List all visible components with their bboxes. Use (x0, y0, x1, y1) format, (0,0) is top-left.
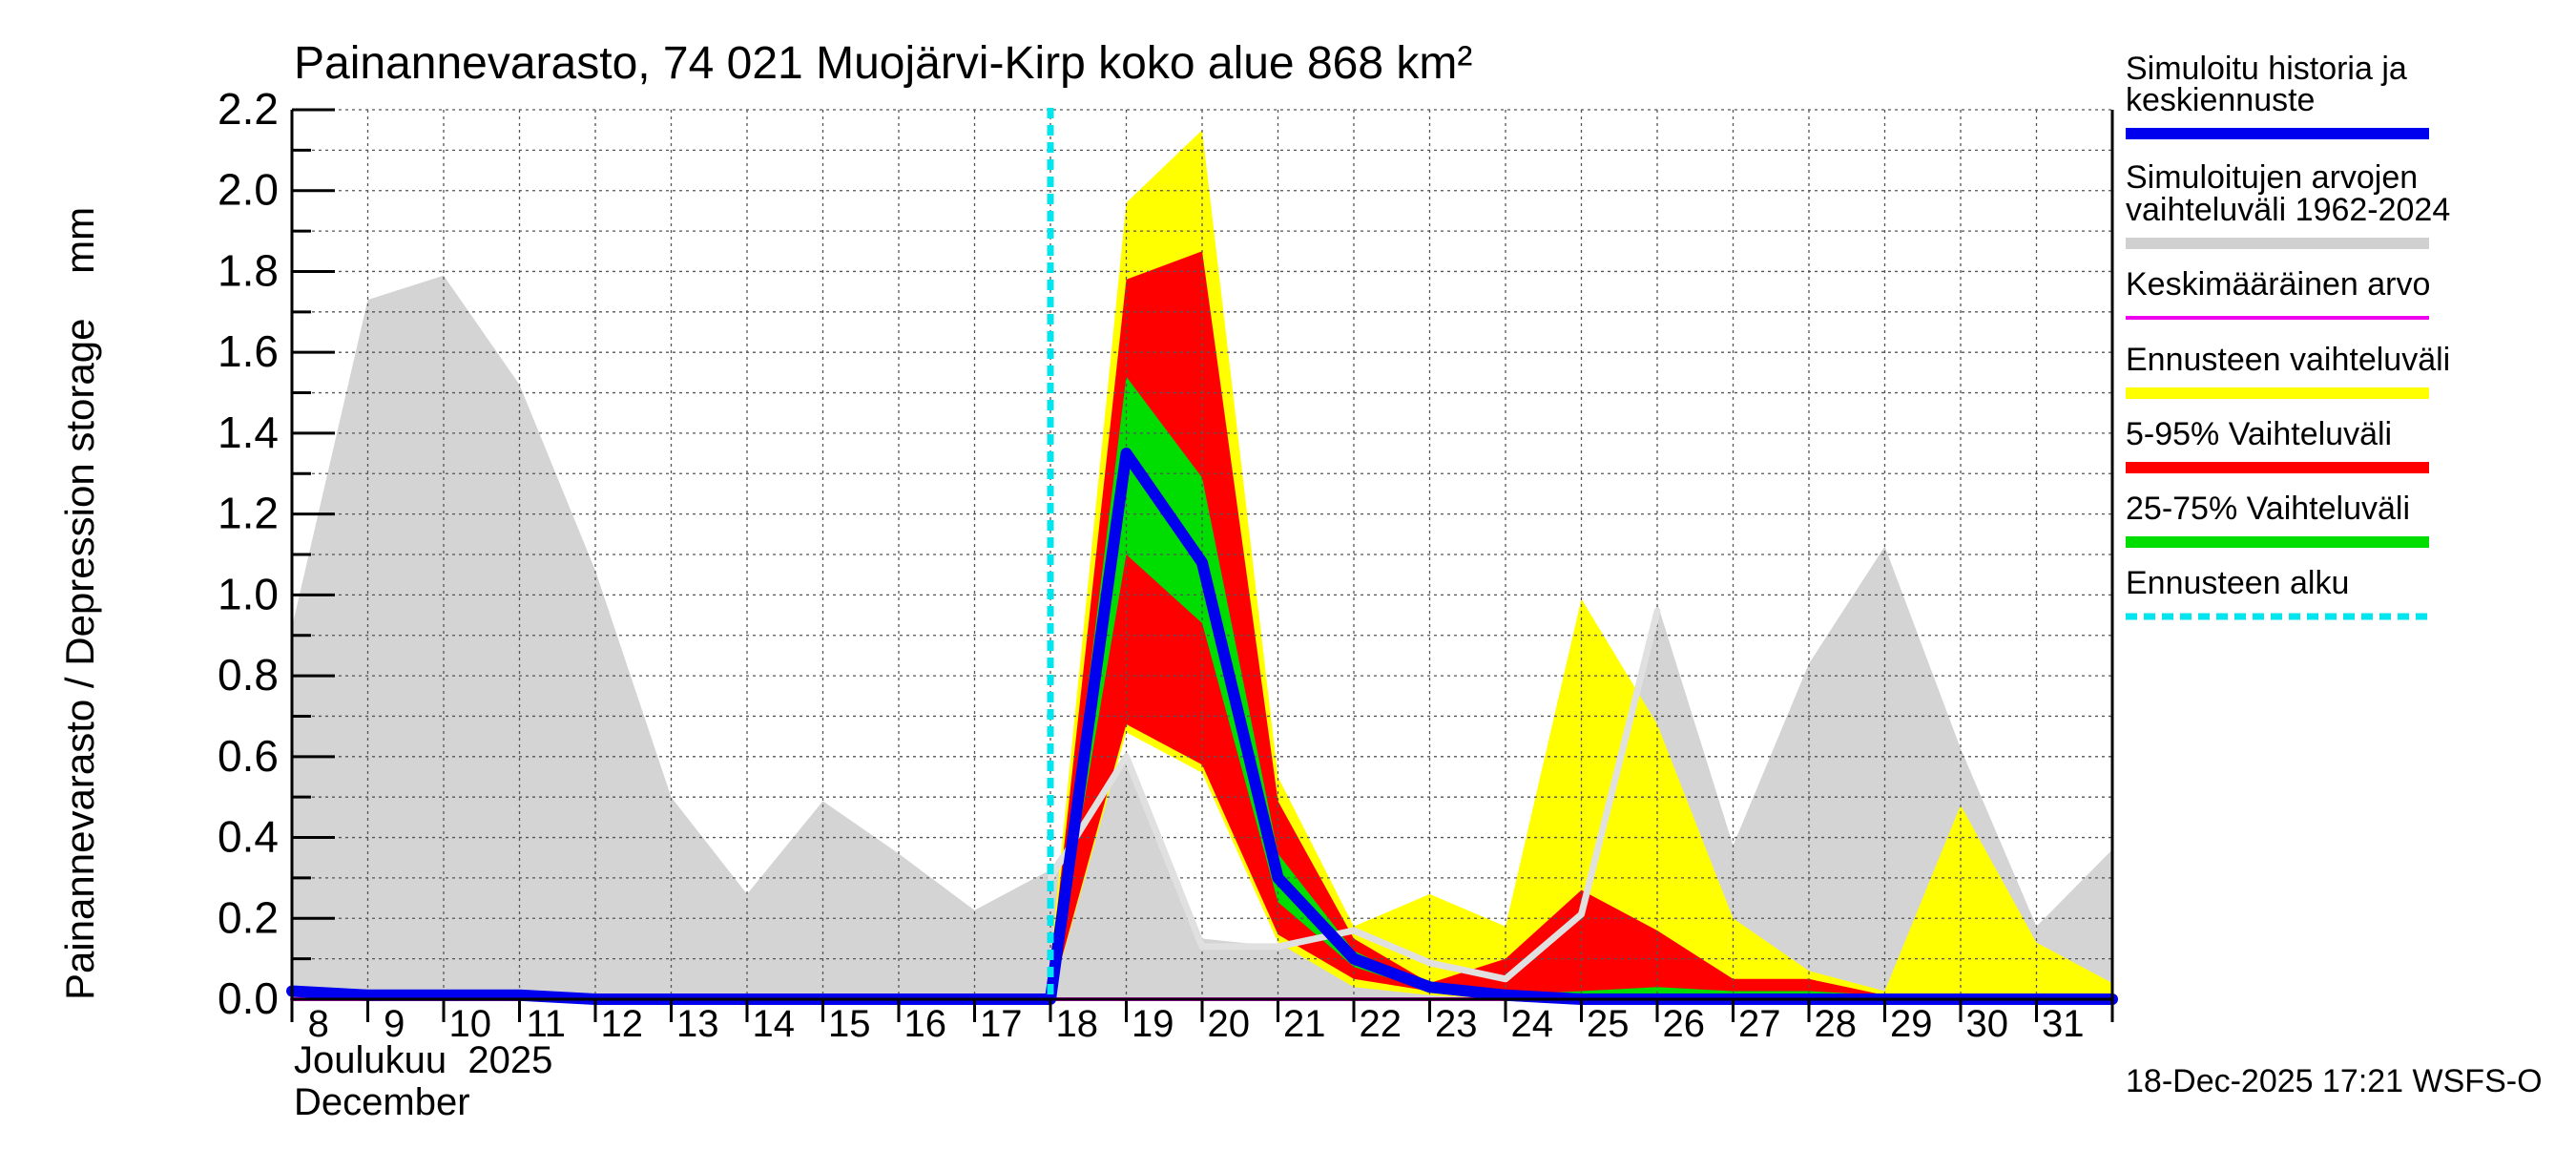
y-tick-label: 1.2 (218, 489, 279, 538)
x-tick-label: 13 (676, 1003, 719, 1045)
x-axis-month-en: December (294, 1081, 470, 1123)
p25-75-range-area (1050, 376, 2112, 1000)
legend-label-history: Simuloitu historia ja (2126, 51, 2407, 87)
legend-label-mean: Keskimääräinen arvo (2126, 266, 2430, 303)
x-tick-label: 11 (526, 1003, 566, 1045)
x-tick-label: 16 (904, 1003, 947, 1045)
y-tick-label: 0.6 (218, 731, 279, 781)
x-tick-label: 30 (1966, 1003, 2009, 1045)
x-tick-label: 12 (601, 1003, 644, 1045)
legend-label-range: vaihteluväli 1962-2024 (2126, 192, 2450, 228)
x-tick-label: 20 (1208, 1003, 1251, 1045)
legend-label-range: Simuloitujen arvojen (2126, 159, 2418, 196)
chart-title: Painannevarasto, 74 021 Muojärvi-Kirp ko… (294, 38, 1472, 89)
x-tick-label: 28 (1815, 1003, 1858, 1045)
y-tick-label: 1.6 (218, 326, 279, 376)
y-tick-label: 0.0 (218, 973, 279, 1023)
x-tick-label: 26 (1663, 1003, 1706, 1045)
x-tick-label: 31 (2042, 1003, 2085, 1045)
legend-label-history: keskiennuste (2126, 82, 2315, 118)
x-tick-label: 24 (1511, 1003, 1554, 1045)
x-tick-label: 27 (1738, 1003, 1781, 1045)
x-tick-label: 22 (1360, 1003, 1402, 1045)
x-axis-month-fi: Joulukuu 2025 (294, 1039, 552, 1081)
simulated-median-line (1047, 607, 1661, 983)
timestamp-footer: 18-Dec-2025 17:21 WSFS-O (2126, 1063, 2543, 1099)
legend-label-p5_95: 5-95% Vaihteluväli (2126, 416, 2392, 452)
x-tick-label: 19 (1132, 1003, 1174, 1045)
x-tick-label: 17 (980, 1003, 1023, 1045)
x-tick-label: 23 (1435, 1003, 1478, 1045)
axes: 0.0 0.2 0.4 0.6 0.8 1.0 1.2 1.4 1.6 1.8 2.0 2.2 8 9 10… (218, 84, 2114, 1045)
y-tick-label: 2.2 (218, 84, 279, 134)
x-tick-label: 8 (308, 1003, 329, 1045)
x-tick-label: 14 (753, 1003, 796, 1045)
y-tick-label: 1.4 (218, 408, 279, 457)
x-tick-label: 10 (449, 1003, 492, 1045)
y-axis-label: Painannevarasto / Depression storage mm (57, 207, 102, 1000)
y-tick-label: 0.8 (218, 650, 279, 700)
y-tick-label: 0.2 (218, 892, 279, 942)
x-tick-label: 21 (1283, 1003, 1326, 1045)
legend-label-start: Ennusteen alku (2126, 565, 2349, 601)
p5-95-range-area (1050, 251, 2112, 999)
grid-lines (292, 109, 2112, 999)
y-tick-label: 1.8 (218, 245, 279, 295)
x-tick-label: 29 (1890, 1003, 1933, 1045)
x-tick-label: 18 (1056, 1003, 1099, 1045)
x-tick-label: 25 (1587, 1003, 1630, 1045)
x-tick-label: 15 (828, 1003, 871, 1045)
y-tick-label: 2.0 (218, 165, 279, 215)
legend-label-ens_range: Ennusteen vaihteluväli (2126, 342, 2450, 378)
y-tick-label: 1.0 (218, 569, 279, 618)
x-tick-label: 9 (384, 1003, 405, 1045)
legend-label-p25_75: 25-75% Vaihteluväli (2126, 491, 2410, 527)
y-tick-label: 0.4 (218, 812, 279, 862)
